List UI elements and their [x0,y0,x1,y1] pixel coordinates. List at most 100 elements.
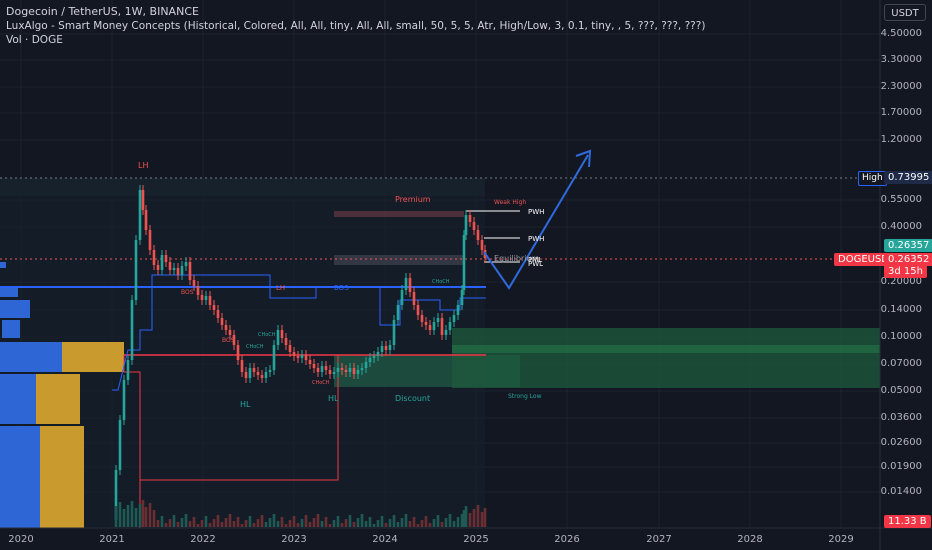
volume-bar [483,508,487,527]
volume-bar [372,524,376,527]
candle-body [260,375,264,378]
candle-body [184,262,188,266]
volume-bar [444,518,448,527]
choch-label-4: CHoCH [312,380,330,386]
volume-bar [476,505,480,527]
volume-bar [308,522,312,527]
candle-body [416,305,420,315]
candle-body [188,262,192,280]
red-trail-line [123,355,339,528]
candle-body [404,278,408,290]
volume-bar [440,522,444,527]
candle-body [220,318,224,325]
indicator-label[interactable]: LuxAlgo - Smart Money Concepts (Historic… [6,20,706,32]
candle-body [360,368,364,370]
high-tag-value: 0.73995 [884,171,932,184]
price-axis-tick: 0.40000 [880,221,922,232]
volume-bar [380,516,384,527]
pwh-label-1: PWH [528,208,544,216]
candle-body [464,215,468,235]
volume-bar [328,524,332,527]
price-axis-tick: 0.10000 [880,331,922,342]
candle-body [268,370,272,372]
candle-body [428,325,432,330]
volume-bar [224,518,228,527]
volume-bar [134,508,138,527]
time-axis-tick: 2021 [99,534,125,545]
candle-body [312,364,316,368]
candle-body [224,325,228,330]
volume-bar [280,517,284,527]
candle-body [144,210,148,230]
hl-label-left: HL [240,400,251,409]
volume-bar [228,514,232,527]
volume-bar [344,519,348,527]
volume-bar [118,502,122,527]
time-axis-tick: 2020 [8,534,34,545]
volume-bar [176,522,180,527]
volume-bar [184,514,188,527]
candle-body [400,290,404,305]
volume-bar [348,515,352,527]
candle-body [148,230,152,250]
volume-bar [164,523,168,527]
candle-body [436,318,440,322]
volume-bar [172,515,176,527]
annotations: LH HL HL Premium Discount Equilibrium We… [138,161,544,409]
candle-body [460,290,464,305]
volume-bar [424,516,428,527]
price-axis-tick: 0.07000 [880,358,922,369]
time-axis-tick: 2026 [554,534,580,545]
equilibrium-zone [334,255,464,265]
volume-bar [232,521,236,527]
candle-body [232,335,236,345]
volume-bar [138,504,142,527]
volume-bar [114,506,118,527]
hl-label-right: HL [328,394,339,403]
candle-body [196,286,200,295]
candle-body [372,356,376,358]
candle-body [276,330,280,345]
candle-body [208,296,212,305]
pwh-label-2: PWH [528,235,544,243]
candle-body [284,338,288,345]
candle-body [336,368,340,372]
time-axis-tick: 2022 [190,534,216,545]
time-axis-tick: 2023 [281,534,307,545]
candle-body [160,255,164,270]
candle-body [156,265,160,270]
volume-bar [126,505,130,527]
volume-bar [216,515,220,527]
blue-trail-line [112,274,486,391]
volume-bar [256,519,260,527]
candle-body [432,322,436,330]
time-axis-tick: 2027 [646,534,672,545]
candle-body [248,368,252,378]
volume-bar [156,520,160,527]
volume-indicator-label[interactable]: Vol · DOGE [6,34,63,46]
volume-bar [292,516,296,527]
volume-bar [236,517,240,527]
candle-body [348,368,352,372]
volume-bar [400,518,404,527]
candle-body [141,190,145,210]
volume-bar [364,521,368,527]
price-axis-tick: 0.01400 [880,486,922,497]
volume-bar [320,521,324,527]
volume-bar [200,520,204,527]
symbol-title[interactable]: Dogecoin / TetherUS, 1W, BINANCE [6,5,199,18]
volume-bar [268,518,272,527]
candle-body [118,420,122,470]
volume-bar [324,517,328,527]
symbol-tag: DOGEUSDT [834,253,900,266]
candle-body [480,240,484,250]
candle-body [308,360,312,364]
volume-bar [340,523,344,527]
candle-body [468,215,472,222]
currency-button[interactable]: USDT [884,4,926,21]
volume-bar [376,520,380,527]
volume-bar [192,517,196,527]
time-axis-tick: 2028 [737,534,763,545]
candle-body [344,370,348,372]
